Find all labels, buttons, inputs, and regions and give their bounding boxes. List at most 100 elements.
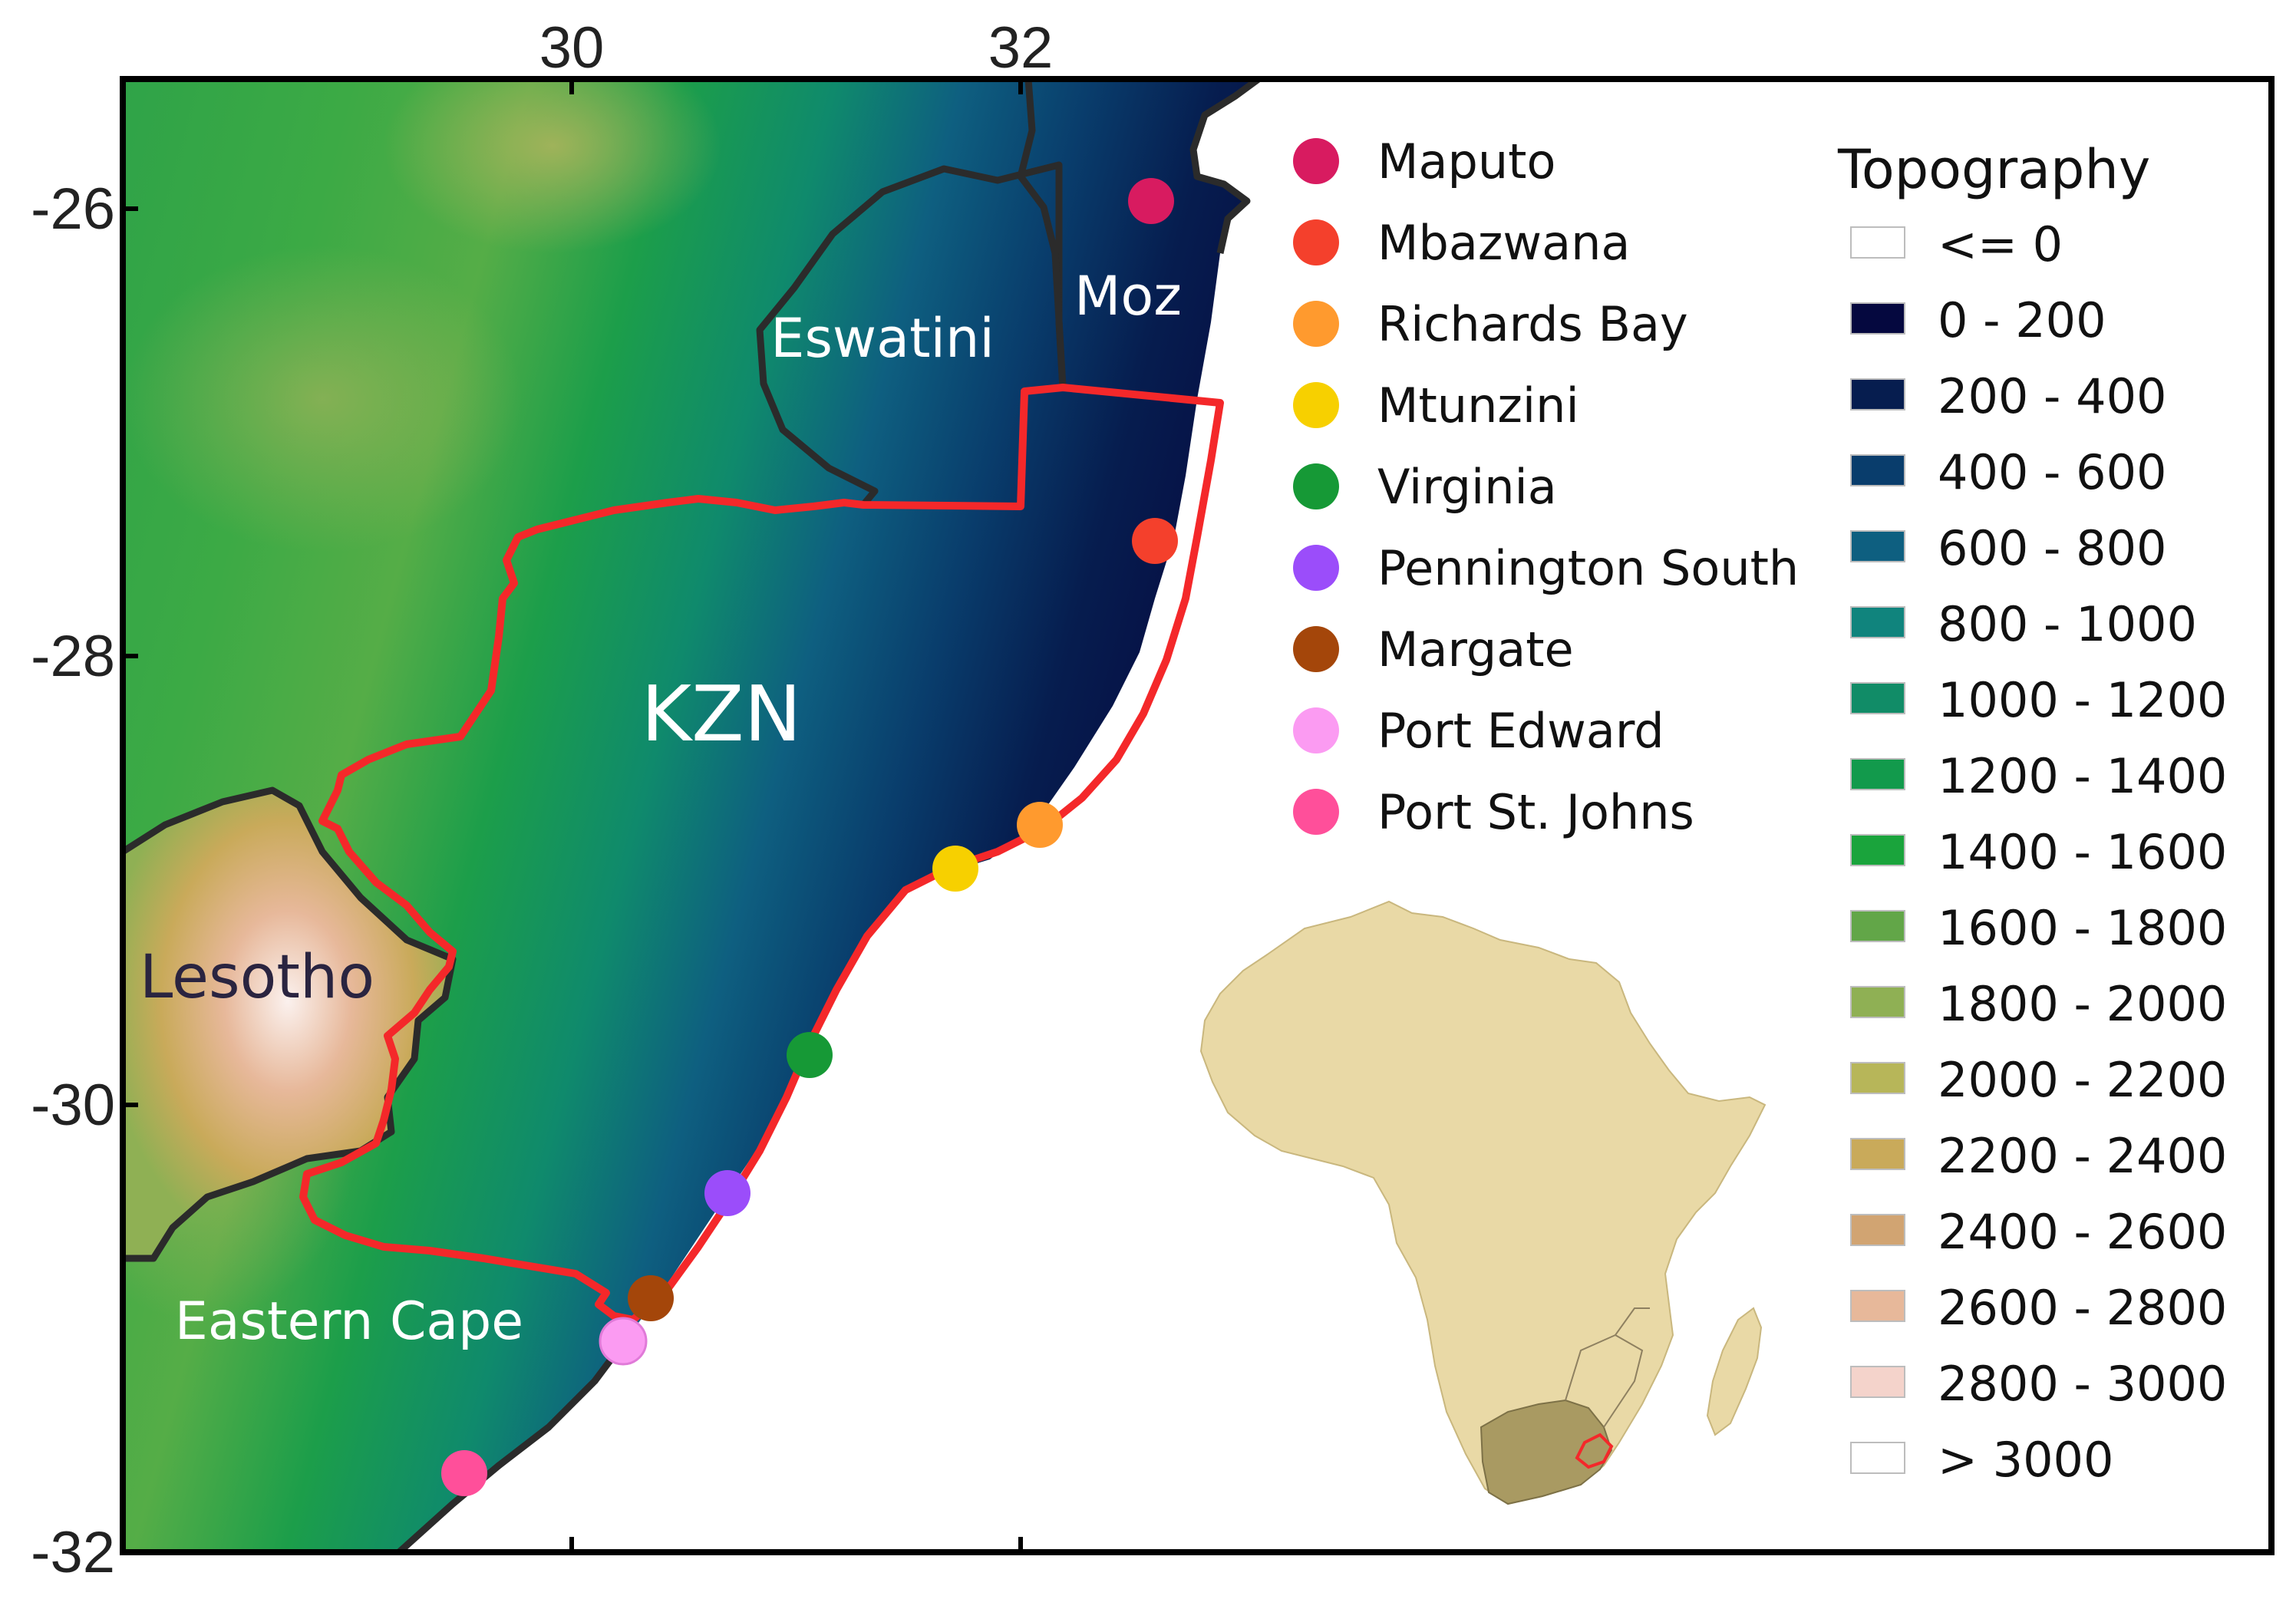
topography-legend-title: Topography (1837, 138, 2150, 201)
marker-maputo (1128, 178, 1174, 224)
topography-class-label: 400 - 600 (1938, 444, 2166, 500)
topography-swatch (1850, 378, 1905, 410)
moz-border (1017, 78, 1067, 388)
topography-legend-item: 1600 - 1800 (1850, 900, 2227, 956)
topography-class-label: 1800 - 2000 (1938, 976, 2227, 1032)
location-markers (441, 178, 1178, 1496)
location-legend-item: Mtunzini (1293, 378, 1579, 434)
marker-richards-bay (1017, 802, 1063, 848)
x-tick-32: 32 (988, 15, 1054, 81)
highveld-patch (384, 79, 721, 253)
topography-swatch (1850, 1442, 1905, 1474)
topography-legend-item: 600 - 800 (1850, 520, 2166, 576)
location-legend-label: Port Edward (1377, 703, 1664, 759)
location-legend-marker (1293, 707, 1339, 753)
topography-class-label: 2800 - 3000 (1938, 1356, 2227, 1412)
topography-legend-item: 0 - 200 (1850, 292, 2106, 348)
location-legend-marker (1293, 626, 1339, 672)
axis-tick-marks (123, 79, 1023, 1555)
moz-label: Moz (1074, 265, 1182, 328)
location-legend-item: Pennington South (1293, 540, 1799, 596)
topography-legend: <= 0 0 - 200 200 - 400 400 - 600 600 - 800 80… (1850, 216, 2227, 1488)
topography-swatch (1850, 1138, 1905, 1170)
location-legend-item: Port St. Johns (1293, 784, 1694, 840)
topography-swatch (1850, 226, 1905, 259)
location-legend-label: Port St. Johns (1377, 784, 1694, 840)
location-legend-label: Mbazwana (1377, 215, 1630, 271)
location-legend-marker (1293, 138, 1339, 184)
topography-class-label: 2400 - 2600 (1938, 1204, 2227, 1260)
topography-class-label: 1600 - 1800 (1938, 900, 2227, 956)
topography-class-label: 600 - 800 (1938, 520, 2166, 576)
topography-class-label: 200 - 400 (1938, 368, 2166, 424)
topography-class-label: 2200 - 2400 (1938, 1128, 2227, 1184)
topography-legend-item: <= 0 (1850, 216, 2063, 272)
map-frame (120, 76, 2275, 1555)
topography-swatch (1850, 986, 1905, 1018)
eastern-cape-label: Eastern Cape (175, 1291, 523, 1352)
topography-legend-item: 2400 - 2600 (1850, 1204, 2227, 1260)
madagascar (1706, 1307, 1763, 1436)
africa-inset (1199, 900, 1767, 1505)
location-legend-marker (1293, 789, 1339, 835)
location-legend-marker (1293, 382, 1339, 428)
topography-legend-item: 2800 - 3000 (1850, 1356, 2227, 1412)
topography-class-label: 2600 - 2800 (1938, 1280, 2227, 1336)
topography-class-label: 1400 - 1600 (1938, 824, 2227, 880)
topography-legend-item: 2000 - 2200 (1850, 1052, 2227, 1108)
topography-legend-item: 1000 - 1200 (1850, 672, 2227, 728)
x-tick-30: 30 (539, 15, 605, 81)
topography-class-label: 1000 - 1200 (1938, 672, 2227, 728)
topography-swatch (1850, 1062, 1905, 1094)
topography-class-label: 2000 - 2200 (1938, 1052, 2227, 1108)
location-legend-label: Virginia (1377, 459, 1557, 515)
coastline (1189, 76, 1261, 254)
location-legend-label: Pennington South (1377, 540, 1799, 596)
topography-legend-item: 1400 - 1600 (1850, 824, 2227, 880)
y-tick-26: -26 (31, 176, 115, 242)
topography-class-label: > 3000 (1938, 1432, 2113, 1488)
location-legend-item: Maputo (1293, 134, 1555, 190)
location-legend-label: Maputo (1377, 134, 1555, 190)
kzn-label: KZN (642, 669, 802, 759)
location-legend-marker (1293, 301, 1339, 347)
marker-pennington-south (704, 1170, 750, 1216)
topography-legend-item: 1800 - 2000 (1850, 976, 2227, 1032)
marker-margate (628, 1275, 674, 1321)
topography-legend-item: 2600 - 2800 (1850, 1280, 2227, 1336)
eswatini-label: Eswatini (770, 307, 995, 370)
topography-class-label: 0 - 200 (1938, 292, 2106, 348)
location-legend-item: Virginia (1293, 459, 1557, 515)
topography-swatch (1850, 454, 1905, 486)
topography-legend-item: > 3000 (1850, 1432, 2113, 1488)
marker-port-edward (599, 1317, 648, 1366)
topography-legend-item: 1200 - 1400 (1850, 748, 2227, 804)
location-legend-label: Richards Bay (1377, 296, 1688, 352)
topography-legend-item: 200 - 400 (1850, 368, 2166, 424)
topography-swatch (1850, 682, 1905, 714)
africa-continent (1199, 900, 1767, 1505)
location-legend-item: Richards Bay (1293, 296, 1688, 352)
kzn-inset-outline (1575, 1433, 1614, 1469)
topography-swatch (1850, 302, 1905, 335)
highveld-patch (123, 246, 522, 552)
location-legend-label: Margate (1377, 622, 1574, 678)
marker-mbazwana (1132, 518, 1178, 564)
topography-swatch (1850, 1366, 1905, 1398)
topography-class-label: 1200 - 1400 (1938, 748, 2227, 804)
lesotho-border (120, 786, 457, 1262)
topography-legend-item: 2200 - 2400 (1850, 1128, 2227, 1184)
topography-legend-item: 400 - 600 (1850, 444, 2166, 500)
location-legend: Maputo Mbazwana Richards Bay Mtunzini Virgin… (1293, 134, 1799, 840)
y-tick-28: -28 (31, 624, 115, 689)
topography-swatch (1850, 910, 1905, 942)
topography-swatch (1850, 758, 1905, 790)
location-legend-label: Mtunzini (1377, 378, 1579, 434)
inset-country-lines (1565, 1307, 1650, 1428)
eastern-cape-coast (396, 1333, 632, 1555)
marker-port-st-johns (441, 1450, 487, 1496)
topography-swatch (1850, 834, 1905, 866)
location-legend-marker (1293, 463, 1339, 509)
